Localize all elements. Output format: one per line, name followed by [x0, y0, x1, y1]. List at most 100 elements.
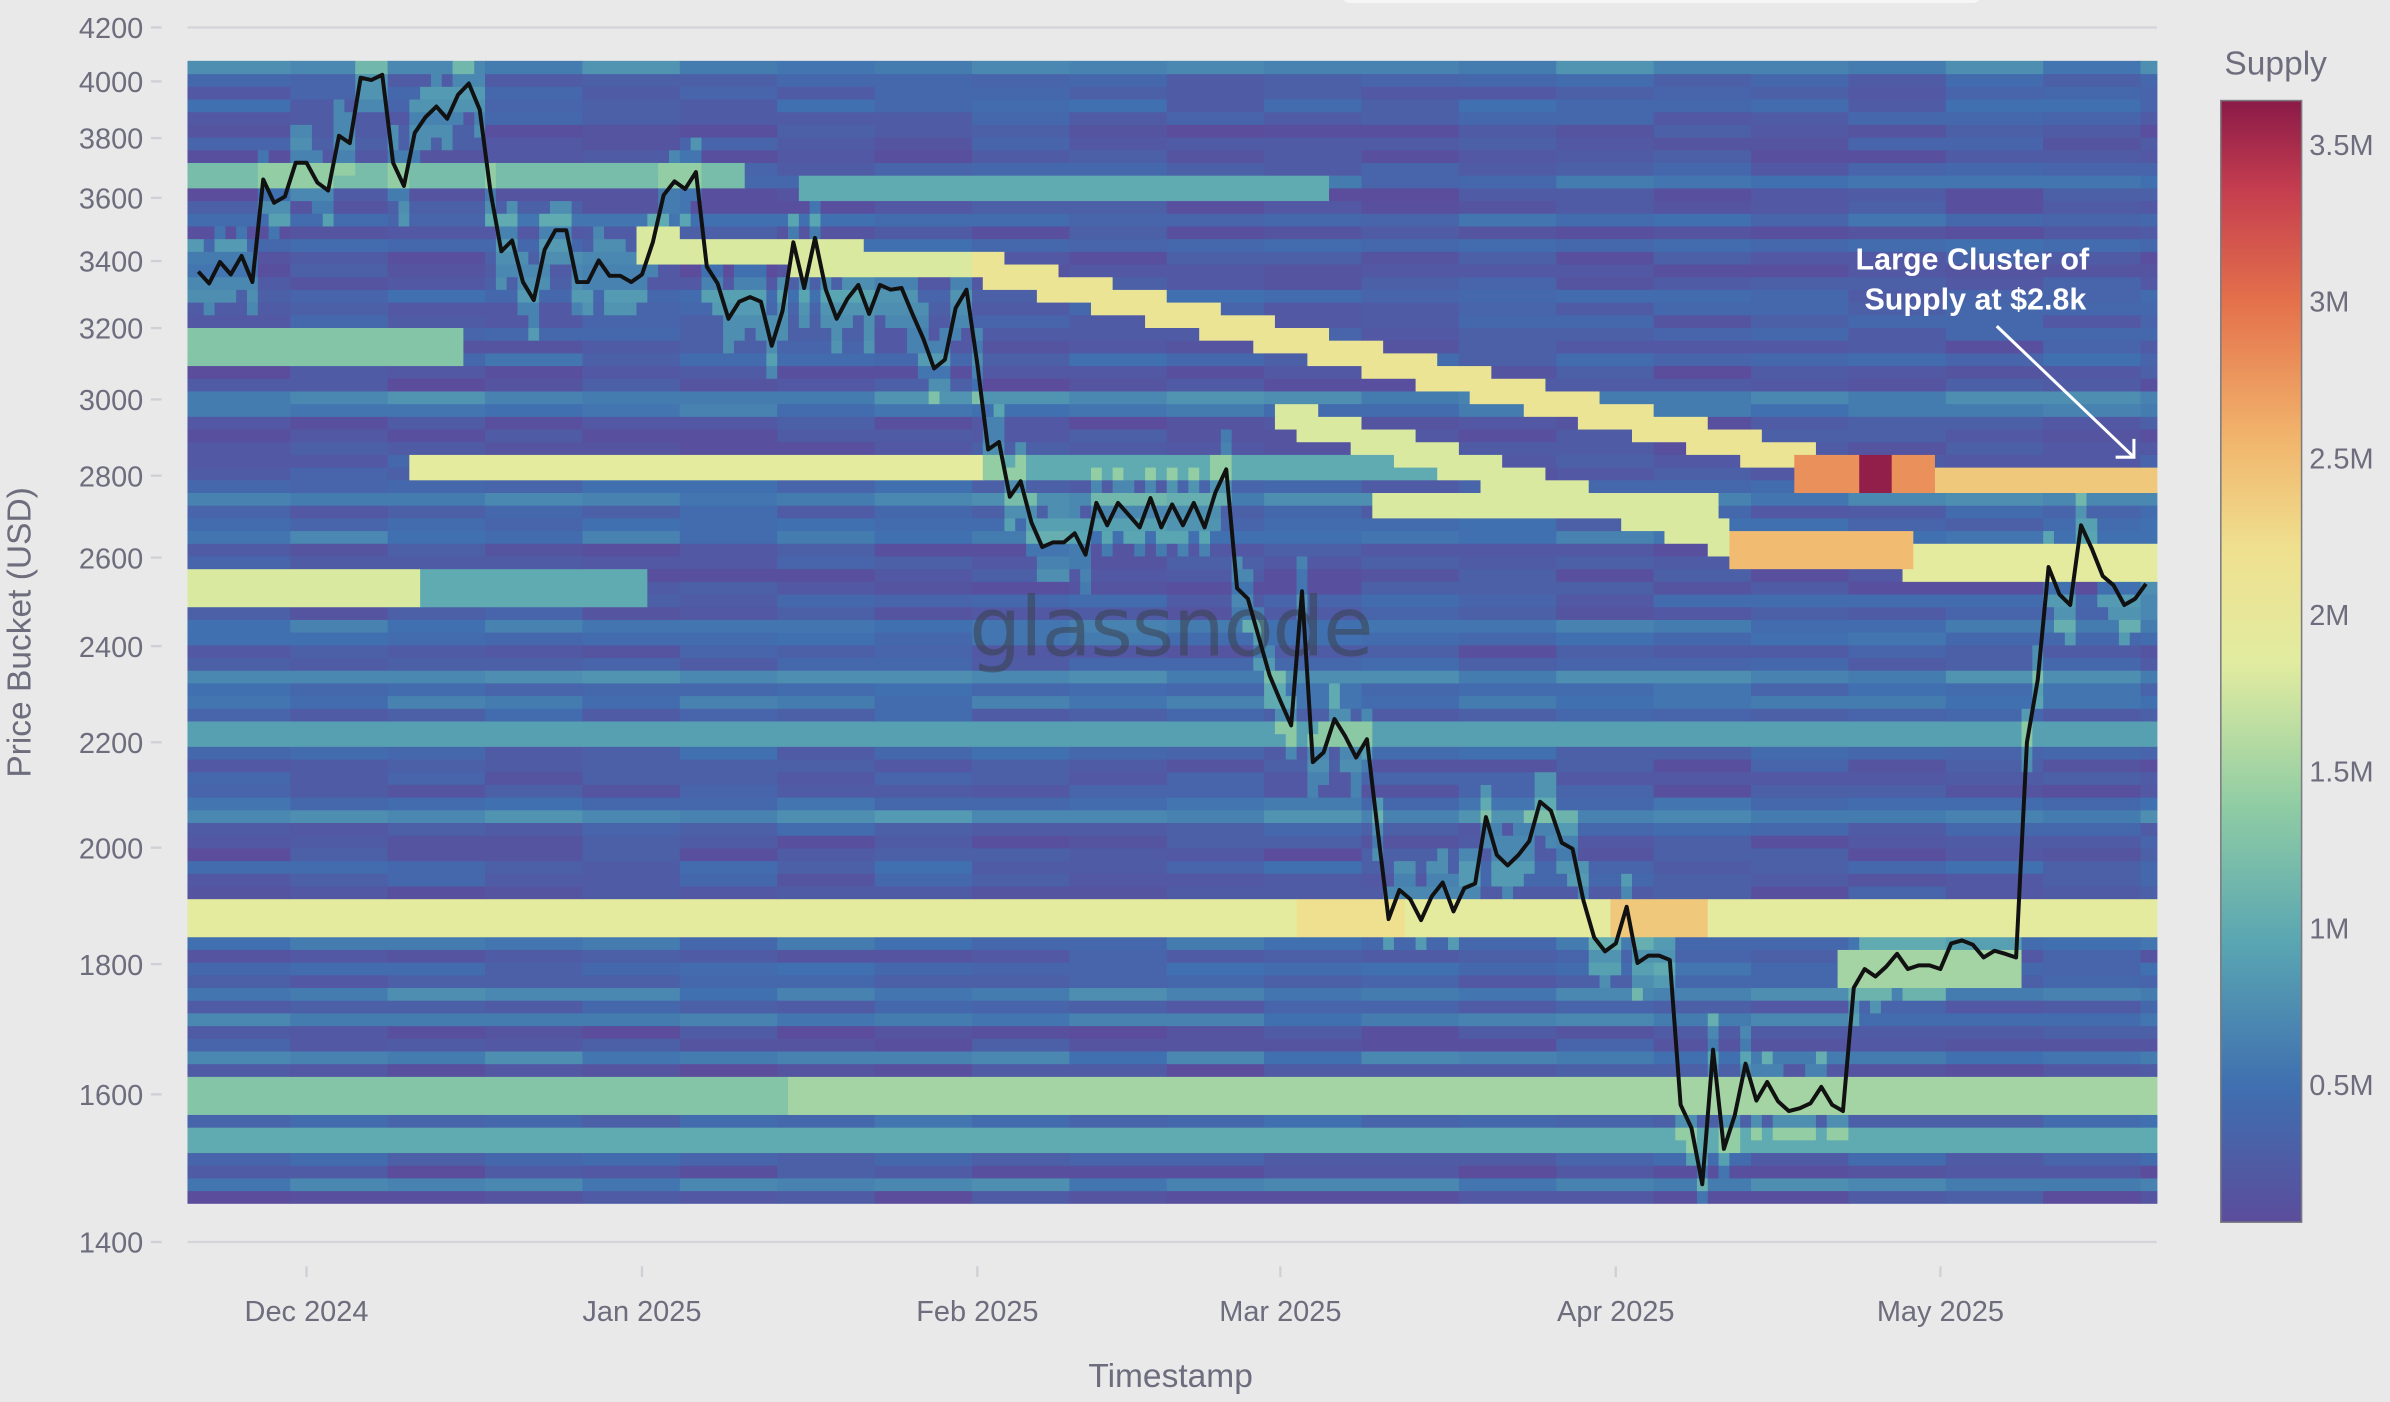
- heatmap-cell: [290, 124, 313, 138]
- heatmap-cell: [2053, 619, 2077, 633]
- heatmap-cell: [1512, 885, 1579, 900]
- heatmap-cell: [1718, 1038, 1741, 1052]
- heatmap-cell: [2043, 340, 2142, 354]
- heatmap-cell: [820, 314, 854, 328]
- heatmap-cell: [495, 162, 659, 176]
- heatmap-cell: [1166, 644, 1254, 659]
- heatmap-cell: [928, 314, 951, 328]
- heatmap-cell: [1480, 873, 1492, 887]
- heatmap-cell: [387, 809, 486, 824]
- heatmap-cell: [777, 403, 876, 417]
- heatmap-cell: [2021, 974, 2044, 989]
- heatmap-cell: [1556, 1038, 1655, 1052]
- heatmap-cell: [2140, 644, 2158, 659]
- heatmap-cell: [2053, 606, 2077, 620]
- heatmap-cell: [2140, 378, 2158, 392]
- heatmap-cell: [1069, 98, 1168, 113]
- heatmap-cell: [1848, 1114, 2044, 1128]
- heatmap-cell: [485, 492, 584, 506]
- heatmap-cell: [387, 238, 497, 252]
- heatmap-cell: [1036, 568, 1070, 582]
- heatmap-cell: [290, 492, 486, 506]
- heatmap-cell: [874, 873, 973, 887]
- heatmap-cell: [971, 657, 1070, 671]
- heatmap-cell: [2140, 987, 2158, 1001]
- heatmap-cell: [2043, 505, 2077, 519]
- heatmap-cell: [290, 822, 389, 836]
- heatmap-cell: [1264, 301, 1363, 316]
- heatmap-cell: [1166, 390, 1265, 405]
- heatmap-cell: [1891, 987, 1904, 1001]
- heatmap-cell: [1718, 1152, 1730, 1166]
- heatmap-cell: [1751, 479, 1795, 494]
- heatmap-cell: [1848, 632, 1947, 646]
- heatmap-cell: [1556, 987, 1633, 1001]
- heatmap-cell: [1653, 619, 1752, 633]
- heatmap-cell: [1036, 505, 1049, 519]
- heatmap-cell: [582, 860, 681, 874]
- heatmap-cell: [1166, 149, 1265, 163]
- heatmap-cell: [701, 162, 746, 176]
- heatmap-cell: [1751, 1038, 1850, 1052]
- heatmap-cell: [187, 923, 1298, 938]
- heatmap-cell: [755, 327, 789, 341]
- heatmap-cell: [1848, 340, 1947, 354]
- heatmap-cell: [874, 340, 908, 354]
- heatmap-cell: [549, 200, 573, 214]
- heatmap-cell: [679, 111, 973, 125]
- heatmap-cell: [874, 517, 1006, 532]
- heatmap-cell: [993, 403, 1006, 417]
- heatmap-cell: [1307, 771, 1330, 785]
- heatmap-cell: [187, 136, 291, 151]
- heatmap-cell: [1848, 1177, 1947, 1192]
- heatmap-cell: [1523, 809, 1557, 824]
- heatmap-cell: [777, 1152, 876, 1166]
- heatmap-cell: [1945, 352, 2044, 367]
- heatmap-cell: [2043, 403, 2142, 417]
- colorbar-tick-label: 1.5M: [2309, 757, 2373, 789]
- heatmap-cell: [1166, 352, 1265, 367]
- heatmap-cell: [679, 492, 778, 506]
- heatmap-cell: [1458, 974, 1557, 989]
- heatmap-cell: [1188, 479, 1200, 494]
- heatmap-cell: [582, 657, 681, 671]
- heatmap-cell: [187, 708, 291, 722]
- heatmap-cell: [2043, 428, 2142, 443]
- heatmap-cell: [636, 251, 973, 265]
- heatmap-cell: [777, 1063, 876, 1077]
- heatmap-cell: [387, 517, 486, 532]
- heatmap-cell: [290, 1177, 389, 1192]
- heatmap-cell: [582, 695, 681, 709]
- heatmap-cell: [1090, 581, 1168, 595]
- heatmap-cell: [187, 974, 291, 989]
- heatmap-cell: [187, 238, 205, 252]
- heatmap-cell: [187, 1101, 789, 1115]
- heatmap-cell: [290, 428, 389, 443]
- heatmap-cell: [2043, 746, 2142, 760]
- heatmap-cell: [1848, 416, 2044, 430]
- heatmap-cell: [1653, 238, 1752, 252]
- heatmap-cell: [430, 73, 443, 87]
- heatmap-cell: [2032, 733, 2158, 747]
- heatmap-cell: [1761, 1127, 1774, 1141]
- heatmap-cell: [1848, 682, 1947, 697]
- heatmap-cell: [1069, 149, 1168, 163]
- heatmap-cell: [1264, 124, 1460, 138]
- heatmap-cell: [1826, 1063, 1850, 1077]
- heatmap-cell: [766, 352, 778, 367]
- heatmap-cell: [852, 314, 865, 328]
- heatmap-cell: [1166, 289, 1265, 303]
- heatmap-cell: [582, 200, 659, 214]
- heatmap-cell: [1253, 581, 1298, 595]
- heatmap-cell: [820, 200, 876, 214]
- heatmap-cell: [874, 416, 973, 430]
- heatmap-cell: [539, 213, 573, 227]
- heatmap-cell: [485, 428, 584, 443]
- heatmap-cell: [1069, 492, 1092, 506]
- heatmap-cell: [1934, 467, 2158, 481]
- heatmap-cell: [1913, 543, 2158, 557]
- heatmap-cell: [2043, 441, 2158, 455]
- heatmap-cell: [1653, 708, 1752, 722]
- heatmap-cell: [2140, 1114, 2158, 1128]
